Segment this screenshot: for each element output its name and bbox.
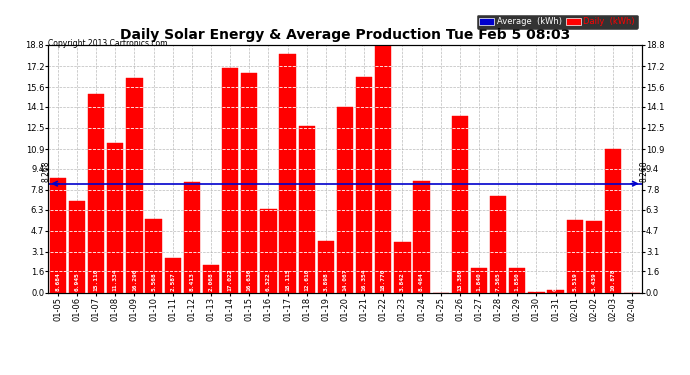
Bar bbox=[509, 268, 525, 292]
Bar bbox=[165, 258, 181, 292]
Bar bbox=[50, 178, 66, 292]
Bar bbox=[375, 45, 391, 292]
Text: 0.056: 0.056 bbox=[534, 273, 539, 291]
Text: Copyright 2013 Cartronics.com: Copyright 2013 Cartronics.com bbox=[48, 39, 168, 48]
Bar bbox=[605, 149, 621, 292]
Bar bbox=[586, 221, 602, 292]
Text: 5.439: 5.439 bbox=[591, 273, 596, 291]
Text: 18.115: 18.115 bbox=[285, 269, 290, 291]
Text: 8.684: 8.684 bbox=[55, 273, 60, 291]
Bar bbox=[452, 116, 468, 292]
Text: 7.365: 7.365 bbox=[495, 273, 501, 291]
Text: 8.413: 8.413 bbox=[189, 273, 195, 291]
Text: 1.850: 1.850 bbox=[515, 273, 520, 291]
Bar bbox=[107, 143, 124, 292]
Text: 15.110: 15.110 bbox=[94, 269, 99, 291]
Bar bbox=[69, 201, 85, 292]
Text: 11.334: 11.334 bbox=[112, 269, 118, 291]
Text: 2.587: 2.587 bbox=[170, 273, 175, 291]
Text: 16.354: 16.354 bbox=[362, 269, 366, 291]
Text: 0.000: 0.000 bbox=[438, 273, 443, 291]
Text: 5.568: 5.568 bbox=[151, 273, 156, 291]
Bar bbox=[126, 78, 143, 292]
Bar bbox=[547, 290, 564, 292]
Bar bbox=[471, 268, 487, 292]
Bar bbox=[413, 181, 430, 292]
Text: 17.022: 17.022 bbox=[228, 269, 233, 291]
Text: 3.842: 3.842 bbox=[400, 273, 405, 291]
Bar bbox=[88, 94, 104, 292]
Text: 0.000: 0.000 bbox=[630, 273, 635, 291]
Bar bbox=[184, 182, 200, 292]
Bar bbox=[394, 242, 411, 292]
Text: 16.636: 16.636 bbox=[247, 269, 252, 291]
Text: 6.945: 6.945 bbox=[75, 273, 79, 291]
Bar bbox=[241, 74, 257, 292]
Bar bbox=[222, 68, 238, 292]
Bar bbox=[203, 265, 219, 292]
Bar bbox=[146, 219, 161, 292]
Text: 16.290: 16.290 bbox=[132, 269, 137, 291]
Text: 8.268: 8.268 bbox=[42, 161, 51, 182]
Text: 3.898: 3.898 bbox=[324, 273, 328, 291]
Bar bbox=[356, 77, 373, 292]
Text: 12.610: 12.610 bbox=[304, 269, 309, 291]
Text: 10.878: 10.878 bbox=[611, 269, 615, 291]
Bar bbox=[317, 241, 334, 292]
Bar bbox=[566, 220, 583, 292]
Bar bbox=[279, 54, 296, 292]
Text: 14.067: 14.067 bbox=[342, 269, 348, 291]
Legend: Average  (kWh), Daily  (kWh): Average (kWh), Daily (kWh) bbox=[477, 15, 638, 28]
Text: 8.268: 8.268 bbox=[639, 161, 648, 182]
Text: 1.840: 1.840 bbox=[477, 273, 482, 291]
Text: 8.464: 8.464 bbox=[419, 273, 424, 291]
Text: 18.770: 18.770 bbox=[381, 269, 386, 291]
Text: 6.322: 6.322 bbox=[266, 273, 271, 291]
Bar bbox=[490, 195, 506, 292]
Bar bbox=[260, 209, 277, 292]
Bar bbox=[337, 107, 353, 292]
Text: 5.519: 5.519 bbox=[572, 273, 578, 291]
Text: 2.068: 2.068 bbox=[208, 273, 213, 291]
Bar bbox=[299, 126, 315, 292]
Title: Daily Solar Energy & Average Production Tue Feb 5 08:03: Daily Solar Energy & Average Production … bbox=[120, 28, 570, 42]
Text: 13.380: 13.380 bbox=[457, 269, 462, 291]
Text: 0.186: 0.186 bbox=[553, 273, 558, 291]
